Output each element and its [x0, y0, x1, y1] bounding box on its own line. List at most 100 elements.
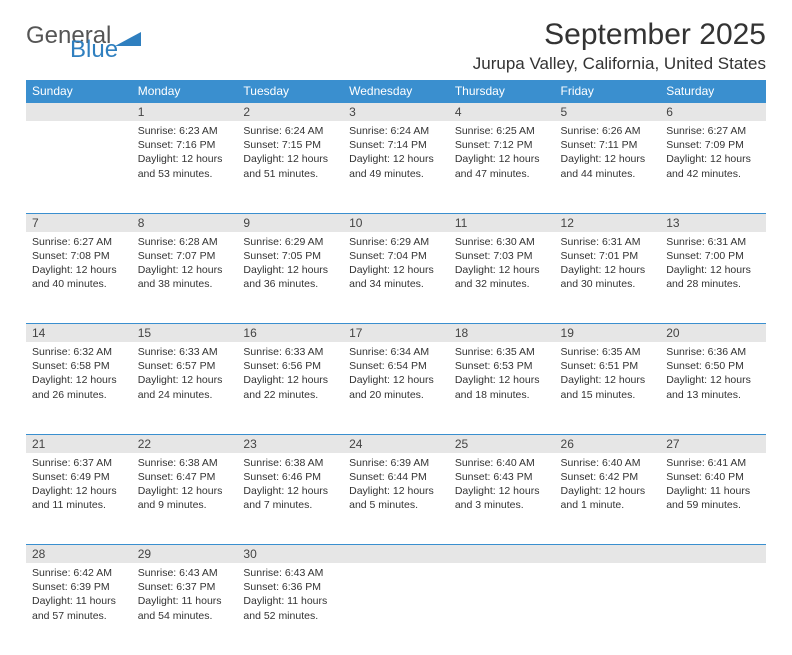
day-cell-line: Sunrise: 6:40 AM [455, 456, 549, 470]
day-number-row: 78910111213 [26, 213, 766, 232]
day-number: 22 [132, 434, 238, 453]
day-number: 14 [26, 324, 132, 343]
calendar-table: Sunday Monday Tuesday Wednesday Thursday… [26, 80, 766, 655]
day-cell: Sunrise: 6:40 AMSunset: 6:43 PMDaylight:… [449, 453, 555, 545]
day-cell: Sunrise: 6:35 AMSunset: 6:51 PMDaylight:… [555, 342, 661, 434]
day-cell: Sunrise: 6:38 AMSunset: 6:46 PMDaylight:… [237, 453, 343, 545]
day-cell-line: Daylight: 12 hours [32, 373, 126, 387]
day-cell-line: Sunset: 7:09 PM [666, 138, 760, 152]
day-cell-line: Sunset: 6:36 PM [243, 580, 337, 594]
day-cell-line: Daylight: 12 hours [138, 263, 232, 277]
day-cell-line: and 53 minutes. [138, 167, 232, 181]
day-cell-line: Sunrise: 6:24 AM [349, 124, 443, 138]
day-cell-line: Sunrise: 6:29 AM [243, 235, 337, 249]
day-number: 20 [660, 324, 766, 343]
day-cell-line: Daylight: 12 hours [561, 484, 655, 498]
day-cell-line: and 47 minutes. [455, 167, 549, 181]
day-cell: Sunrise: 6:37 AMSunset: 6:49 PMDaylight:… [26, 453, 132, 545]
header: General Blue September 2025 Jurupa Valle… [26, 18, 766, 74]
day-cell-line: and 7 minutes. [243, 498, 337, 512]
day-number [449, 545, 555, 564]
day-cell-line: Sunrise: 6:27 AM [666, 124, 760, 138]
weekday-header: Friday [555, 80, 661, 103]
day-cell-line: and 54 minutes. [138, 609, 232, 623]
day-cell-line: Sunset: 7:14 PM [349, 138, 443, 152]
day-number-row: 14151617181920 [26, 324, 766, 343]
day-number-row: 21222324252627 [26, 434, 766, 453]
day-number [343, 545, 449, 564]
day-cell-line: and 52 minutes. [243, 609, 337, 623]
day-cell [449, 563, 555, 655]
day-cell-line: Daylight: 11 hours [138, 594, 232, 608]
day-cell-line: and 49 minutes. [349, 167, 443, 181]
day-number: 7 [26, 213, 132, 232]
day-cell-line: Sunset: 6:42 PM [561, 470, 655, 484]
day-cell: Sunrise: 6:33 AMSunset: 6:56 PMDaylight:… [237, 342, 343, 434]
day-number: 10 [343, 213, 449, 232]
day-cell-line: Daylight: 12 hours [243, 263, 337, 277]
logo-triangle-icon [115, 30, 145, 48]
day-cell-line: Daylight: 11 hours [243, 594, 337, 608]
day-cell: Sunrise: 6:27 AMSunset: 7:08 PMDaylight:… [26, 232, 132, 324]
day-cell-line: Sunrise: 6:31 AM [561, 235, 655, 249]
month-title: September 2025 [473, 18, 766, 52]
day-cell: Sunrise: 6:36 AMSunset: 6:50 PMDaylight:… [660, 342, 766, 434]
day-cell-line: Daylight: 12 hours [561, 152, 655, 166]
day-number-row: 123456 [26, 103, 766, 122]
day-cell-line: and 5 minutes. [349, 498, 443, 512]
weekday-header: Sunday [26, 80, 132, 103]
logo-text-blue: Blue [70, 36, 118, 63]
day-cell-line: Sunset: 7:04 PM [349, 249, 443, 263]
day-cell-line: Sunset: 7:00 PM [666, 249, 760, 263]
day-cell-line: and 30 minutes. [561, 277, 655, 291]
day-cell: Sunrise: 6:42 AMSunset: 6:39 PMDaylight:… [26, 563, 132, 655]
day-cell-line: Daylight: 12 hours [32, 484, 126, 498]
weekday-header: Tuesday [237, 80, 343, 103]
day-cell-line: Sunset: 7:11 PM [561, 138, 655, 152]
day-number: 29 [132, 545, 238, 564]
day-number: 19 [555, 324, 661, 343]
day-content-row: Sunrise: 6:23 AMSunset: 7:16 PMDaylight:… [26, 121, 766, 213]
day-number: 13 [660, 213, 766, 232]
day-cell-line: Sunset: 6:49 PM [32, 470, 126, 484]
day-cell-line: Sunrise: 6:33 AM [138, 345, 232, 359]
day-cell-line: Sunset: 6:37 PM [138, 580, 232, 594]
page: General Blue September 2025 Jurupa Valle… [0, 0, 792, 655]
day-number: 1 [132, 103, 238, 122]
day-number: 3 [343, 103, 449, 122]
day-cell-line: Sunrise: 6:42 AM [32, 566, 126, 580]
day-cell: Sunrise: 6:24 AMSunset: 7:15 PMDaylight:… [237, 121, 343, 213]
day-cell-line: Daylight: 12 hours [349, 263, 443, 277]
day-cell-line: Daylight: 12 hours [138, 373, 232, 387]
day-number [26, 103, 132, 122]
day-cell-line: Daylight: 12 hours [455, 484, 549, 498]
day-cell-line: Sunset: 7:12 PM [455, 138, 549, 152]
day-cell: Sunrise: 6:29 AMSunset: 7:04 PMDaylight:… [343, 232, 449, 324]
day-cell-line: Sunset: 7:05 PM [243, 249, 337, 263]
day-cell: Sunrise: 6:31 AMSunset: 7:01 PMDaylight:… [555, 232, 661, 324]
day-number: 17 [343, 324, 449, 343]
day-cell-line: and 36 minutes. [243, 277, 337, 291]
day-cell-line: and 11 minutes. [32, 498, 126, 512]
day-cell-line: Sunrise: 6:25 AM [455, 124, 549, 138]
day-cell-line: Sunset: 6:39 PM [32, 580, 126, 594]
day-cell-line: Sunrise: 6:32 AM [32, 345, 126, 359]
day-cell-line: Sunrise: 6:23 AM [138, 124, 232, 138]
day-cell-line: and 15 minutes. [561, 388, 655, 402]
day-cell: Sunrise: 6:30 AMSunset: 7:03 PMDaylight:… [449, 232, 555, 324]
day-cell-line: Sunrise: 6:35 AM [455, 345, 549, 359]
day-cell-line: Sunrise: 6:43 AM [243, 566, 337, 580]
day-cell-line: and 44 minutes. [561, 167, 655, 181]
day-number: 11 [449, 213, 555, 232]
day-number: 2 [237, 103, 343, 122]
day-cell: Sunrise: 6:26 AMSunset: 7:11 PMDaylight:… [555, 121, 661, 213]
day-cell-line: Sunset: 6:57 PM [138, 359, 232, 373]
day-cell-line: Sunrise: 6:31 AM [666, 235, 760, 249]
day-cell-line: and 24 minutes. [138, 388, 232, 402]
day-cell: Sunrise: 6:24 AMSunset: 7:14 PMDaylight:… [343, 121, 449, 213]
day-number: 5 [555, 103, 661, 122]
day-cell [343, 563, 449, 655]
day-cell-line: and 13 minutes. [666, 388, 760, 402]
day-cell: Sunrise: 6:40 AMSunset: 6:42 PMDaylight:… [555, 453, 661, 545]
day-number: 25 [449, 434, 555, 453]
